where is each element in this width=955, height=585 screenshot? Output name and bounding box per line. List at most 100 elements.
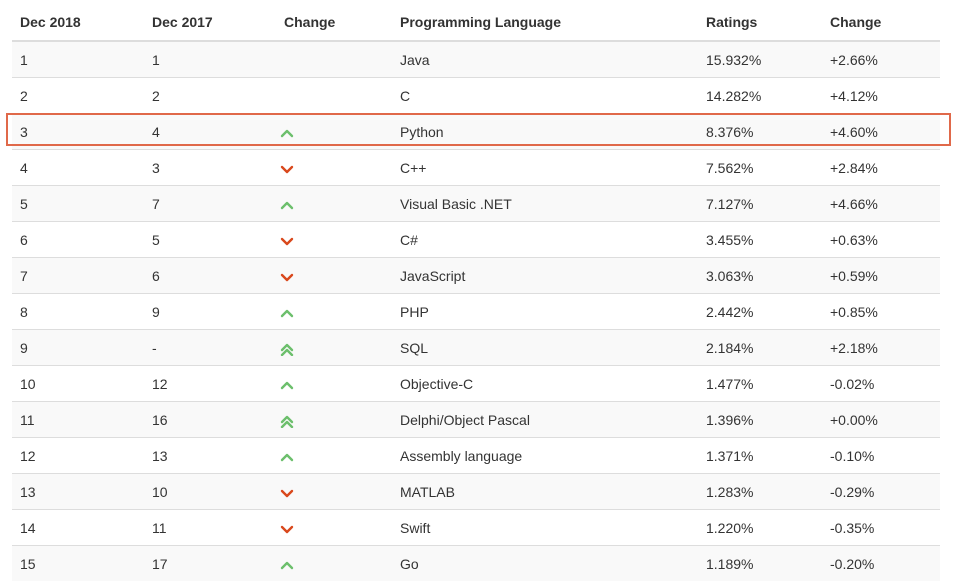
rating-change-cell: +2.84% bbox=[822, 149, 940, 186]
trend-cell bbox=[276, 473, 392, 510]
chevron-down-icon bbox=[280, 234, 294, 248]
header-ratings-change[interactable]: Change bbox=[822, 4, 940, 42]
chevron-down-icon bbox=[280, 270, 294, 284]
language-name-cell: C++ bbox=[392, 149, 698, 186]
rating-cell: 14.282% bbox=[698, 77, 822, 114]
rank-2017-cell: 9 bbox=[144, 293, 276, 330]
rank-2017-cell: 16 bbox=[144, 401, 276, 438]
table-row[interactable]: 12 13 Assembly language 1.371% -0.10% bbox=[12, 437, 940, 474]
rank-2017-cell: 13 bbox=[144, 437, 276, 474]
rank-2018-cell: 14 bbox=[12, 509, 144, 546]
table-row[interactable]: 9- SQL 2.184% +2.18% bbox=[12, 329, 940, 366]
rank-2017-cell: 1 bbox=[144, 40, 276, 78]
rating-change-cell: -0.20% bbox=[822, 545, 940, 581]
rank-2017-cell: - bbox=[144, 329, 276, 366]
rank-2018-cell: 13 bbox=[12, 473, 144, 510]
table-row[interactable]: 4 3 C++ 7.562% +2.84% bbox=[12, 149, 940, 186]
rank-2018-cell: 9 bbox=[12, 329, 144, 366]
trend-cell bbox=[276, 185, 392, 222]
language-name-cell: Java bbox=[392, 40, 698, 78]
table-row[interactable]: 14 11 Swift 1.220% -0.35% bbox=[12, 509, 940, 546]
trend-cell bbox=[276, 40, 392, 78]
table-row[interactable]: 3 4 Python 8.376% +4.60% bbox=[12, 113, 940, 150]
trend-cell bbox=[276, 149, 392, 186]
trend-cell bbox=[276, 77, 392, 114]
language-name-cell: Delphi/Object Pascal bbox=[392, 401, 698, 438]
header-dec-2018[interactable]: Dec 2018 bbox=[12, 4, 144, 42]
table-row[interactable]: 15 17 Go 1.189% -0.20% bbox=[12, 545, 940, 581]
language-name-cell: MATLAB bbox=[392, 473, 698, 510]
rank-2018-cell: 6 bbox=[12, 221, 144, 258]
rank-2018-cell: 1 bbox=[12, 40, 144, 78]
table-row[interactable]: 11 16 Delphi/Object Pascal 1.396% +0.00% bbox=[12, 401, 940, 438]
language-name-cell: Swift bbox=[392, 509, 698, 546]
rating-cell: 1.477% bbox=[698, 365, 822, 402]
ranking-table-container: Dec 2018 Dec 2017 Change Programming Lan… bbox=[12, 4, 940, 581]
table-header: Dec 2018 Dec 2017 Change Programming Lan… bbox=[12, 4, 940, 42]
language-name-cell: JavaScript bbox=[392, 257, 698, 294]
trend-cell bbox=[276, 437, 392, 474]
header-programming-language[interactable]: Programming Language bbox=[392, 4, 698, 42]
rank-2018-cell: 7 bbox=[12, 257, 144, 294]
rank-2017-cell: 4 bbox=[144, 113, 276, 150]
language-name-cell: C bbox=[392, 77, 698, 114]
chevron-up-icon bbox=[280, 378, 294, 392]
chevron-up-icon bbox=[280, 198, 294, 212]
rank-2017-cell: 17 bbox=[144, 545, 276, 581]
table-row[interactable]: 1 1 Java 15.932% +2.66% bbox=[12, 40, 940, 78]
language-name-cell: Objective-C bbox=[392, 365, 698, 402]
rank-2017-cell: 5 bbox=[144, 221, 276, 258]
rank-2017-cell: 11 bbox=[144, 509, 276, 546]
rank-2018-cell: 11 bbox=[12, 401, 144, 438]
rating-cell: 1.189% bbox=[698, 545, 822, 581]
chevron-up-icon bbox=[280, 306, 294, 320]
table-row[interactable]: 5 7 Visual Basic .NET 7.127% +4.66% bbox=[12, 185, 940, 222]
double-chevron-up-icon bbox=[280, 414, 294, 428]
rank-2018-cell: 12 bbox=[12, 437, 144, 474]
rating-cell: 7.562% bbox=[698, 149, 822, 186]
rating-cell: 3.455% bbox=[698, 221, 822, 258]
rating-cell: 15.932% bbox=[698, 40, 822, 78]
rank-2018-cell: 10 bbox=[12, 365, 144, 402]
rating-cell: 2.184% bbox=[698, 329, 822, 366]
rating-change-cell: -0.35% bbox=[822, 509, 940, 546]
table-row[interactable]: 2 2 C 14.282% +4.12% bbox=[12, 77, 940, 114]
chevron-up-icon bbox=[280, 126, 294, 140]
table-body: 1 1 Java 15.932% +2.66% 2 2 C 14.282% +4.12% 3 4 Pyt… bbox=[12, 40, 940, 581]
header-ratings[interactable]: Ratings bbox=[698, 4, 822, 42]
table-row[interactable]: 7 6 JavaScript 3.063% +0.59% bbox=[12, 257, 940, 294]
rank-2018-cell: 4 bbox=[12, 149, 144, 186]
rating-change-cell: +0.85% bbox=[822, 293, 940, 330]
rank-2017-cell: 6 bbox=[144, 257, 276, 294]
rating-cell: 1.396% bbox=[698, 401, 822, 438]
table-row[interactable]: 8 9 PHP 2.442% +0.85% bbox=[12, 293, 940, 330]
trend-cell bbox=[276, 365, 392, 402]
header-rank-change[interactable]: Change bbox=[276, 4, 392, 42]
chevron-up-icon bbox=[280, 558, 294, 572]
rank-2018-cell: 5 bbox=[12, 185, 144, 222]
trend-cell bbox=[276, 509, 392, 546]
header-dec-2017[interactable]: Dec 2017 bbox=[144, 4, 276, 42]
language-name-cell: Visual Basic .NET bbox=[392, 185, 698, 222]
trend-cell bbox=[276, 113, 392, 150]
rank-2018-cell: 3 bbox=[12, 113, 144, 150]
rating-cell: 1.220% bbox=[698, 509, 822, 546]
table-row[interactable]: 13 10 MATLAB 1.283% -0.29% bbox=[12, 473, 940, 510]
trend-cell bbox=[276, 401, 392, 438]
rating-change-cell: +0.59% bbox=[822, 257, 940, 294]
rating-change-cell: +4.66% bbox=[822, 185, 940, 222]
rank-2017-cell: 12 bbox=[144, 365, 276, 402]
rating-change-cell: -0.10% bbox=[822, 437, 940, 474]
trend-cell bbox=[276, 329, 392, 366]
language-name-cell: Go bbox=[392, 545, 698, 581]
rank-2017-cell: 2 bbox=[144, 77, 276, 114]
table-row[interactable]: 10 12 Objective-C 1.477% -0.02% bbox=[12, 365, 940, 402]
language-ranking-table: Dec 2018 Dec 2017 Change Programming Lan… bbox=[12, 4, 940, 581]
rating-cell: 2.442% bbox=[698, 293, 822, 330]
rating-change-cell: +4.60% bbox=[822, 113, 940, 150]
trend-cell bbox=[276, 257, 392, 294]
table-row[interactable]: 6 5 C# 3.455% +0.63% bbox=[12, 221, 940, 258]
trend-cell bbox=[276, 293, 392, 330]
rating-cell: 1.283% bbox=[698, 473, 822, 510]
rank-2018-cell: 15 bbox=[12, 545, 144, 581]
